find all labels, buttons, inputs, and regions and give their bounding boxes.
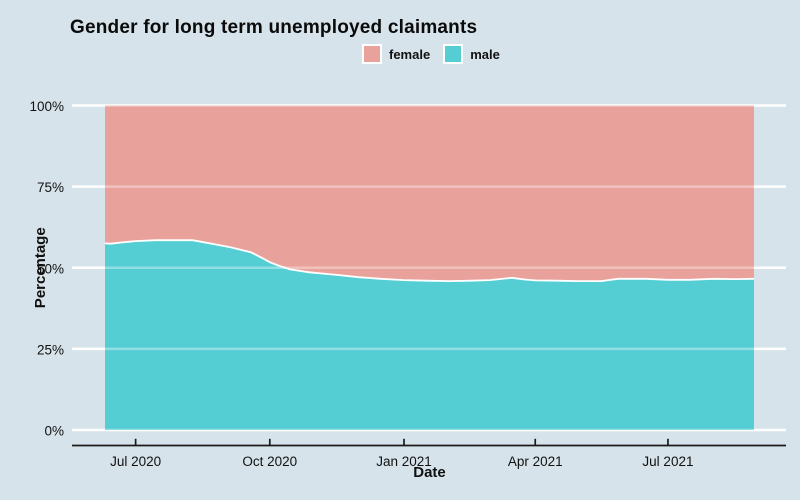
y-tick-label: 100%	[29, 99, 64, 114]
x-axis-title: Date	[413, 464, 446, 481]
y-tick-label: 75%	[37, 180, 64, 195]
x-tick-label: Jan 2021	[376, 454, 432, 469]
legend: female male	[362, 44, 500, 64]
legend-swatch-male	[443, 44, 464, 64]
legend-item-female: female	[362, 44, 430, 64]
y-tick-label: 25%	[37, 342, 64, 357]
page-title: Gender for long term unemployed claimant…	[70, 17, 478, 38]
y-tick-label: 50%	[37, 261, 64, 276]
y-axis-title: Percentage	[32, 227, 49, 308]
x-tick-label: Jul 2021	[642, 454, 693, 469]
legend-label-female: female	[389, 46, 431, 62]
legend-label-male: male	[470, 46, 500, 62]
legend-swatch-female	[362, 44, 382, 64]
x-tick-label: Jul 2020	[110, 454, 161, 469]
series-boundary-line	[104, 239, 755, 283]
x-tick-label: Oct 2020	[242, 454, 297, 469]
area-male	[105, 240, 754, 430]
area-female	[105, 105, 754, 282]
legend-item-male: male	[443, 44, 500, 64]
y-tick-label: 0%	[44, 424, 64, 439]
x-tick-label: Apr 2021	[508, 454, 563, 469]
